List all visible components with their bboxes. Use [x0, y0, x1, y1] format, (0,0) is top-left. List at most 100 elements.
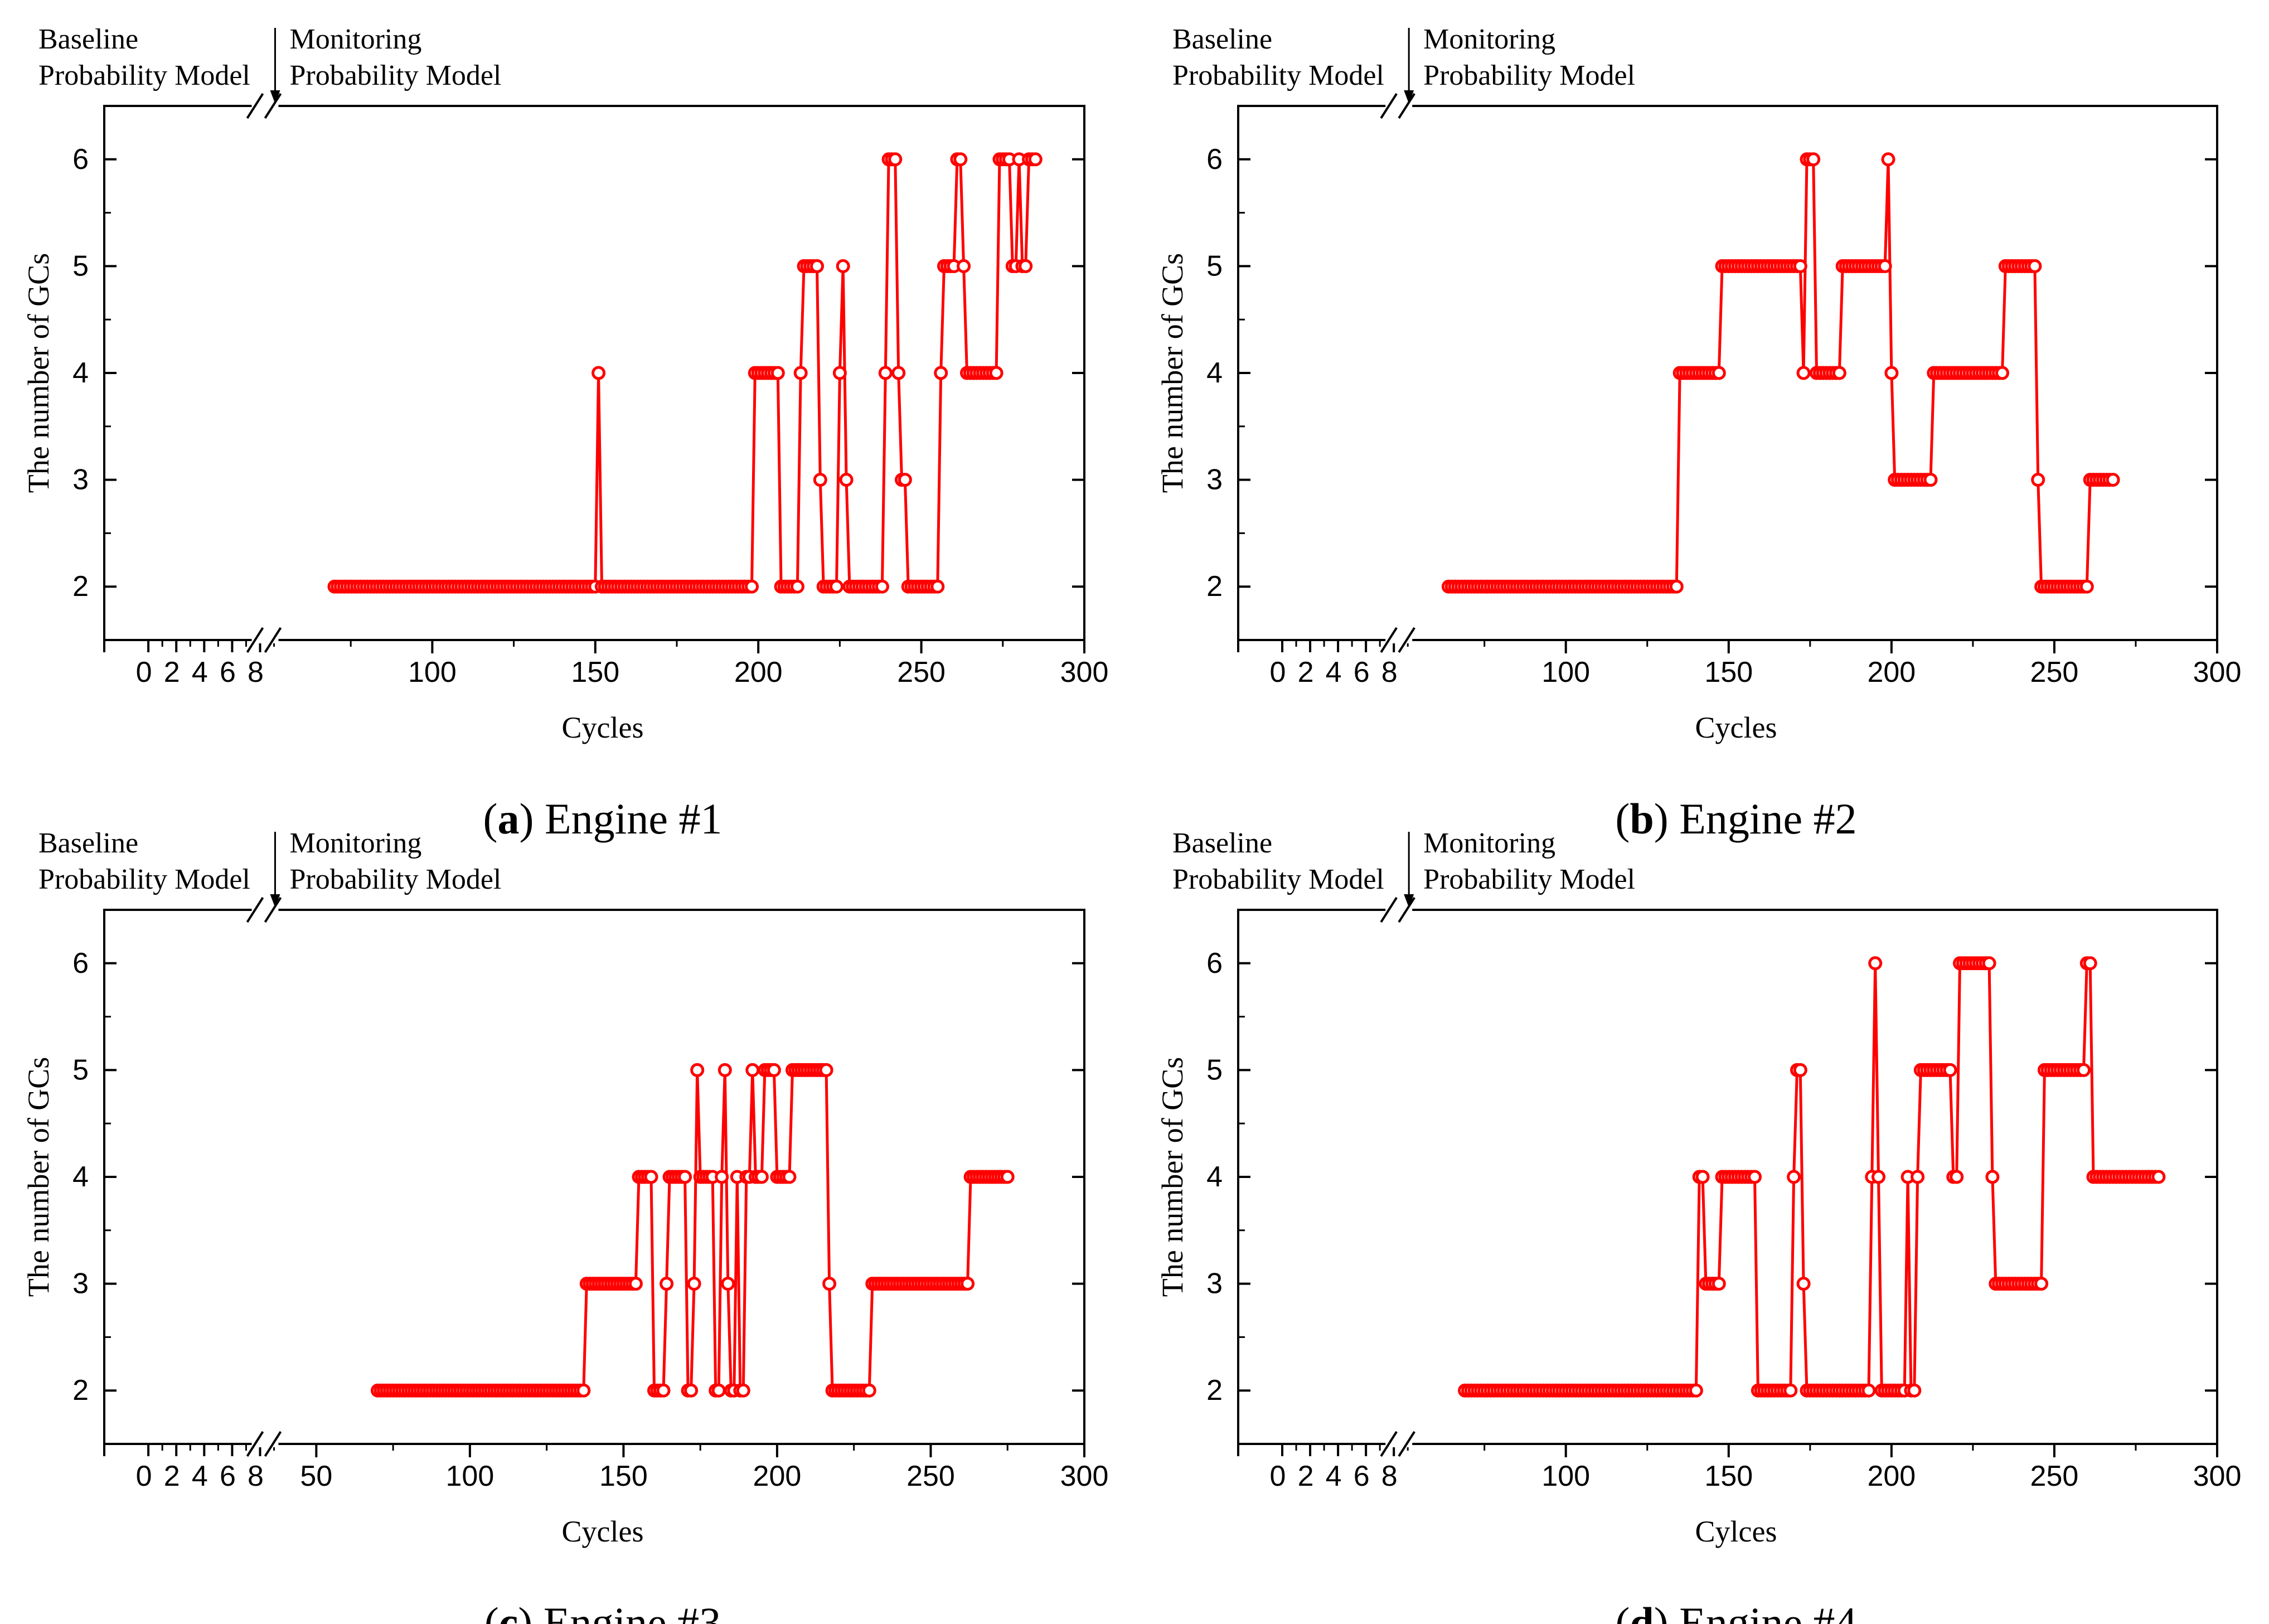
series-markers: [1441, 152, 2120, 594]
x-tick-label: 300: [1060, 1460, 1109, 1492]
y-tick-label: 5: [72, 250, 89, 282]
y-tick-label: 6: [1206, 947, 1223, 980]
data-point: [790, 579, 804, 594]
x-tick-label: 150: [599, 1460, 648, 1492]
data-point: [745, 1063, 760, 1077]
data-point: [989, 366, 1003, 380]
data-point: [1689, 1383, 1703, 1398]
x-tick-label: 150: [1704, 656, 1753, 689]
data-point: [754, 1170, 769, 1184]
data-point: [1712, 1277, 1726, 1291]
data-point: [2079, 579, 2094, 594]
plot-frame: [103, 909, 1085, 1445]
x-tick-label: 150: [1704, 1460, 1753, 1492]
panel-caption: (a) Engine #1: [483, 794, 723, 843]
x-pre-tick-label: 8: [248, 656, 264, 689]
phase-right-line-1: Monitoring: [1423, 827, 1555, 859]
data-point: [628, 1277, 643, 1291]
data-point: [1796, 366, 1811, 380]
data-point: [822, 1277, 837, 1291]
caption-panel-letter: d: [1630, 1598, 1654, 1624]
x-pre-tick-label: 4: [192, 656, 208, 689]
top-axis-break-slash: [264, 93, 282, 119]
x-tick-label: 300: [2193, 656, 2242, 689]
y-tick-label: 2: [1206, 1374, 1223, 1407]
panel-caption: (c) Engine #3: [484, 1598, 721, 1624]
phase-left-line-1: Baseline: [38, 827, 138, 859]
data-point: [1712, 366, 1726, 380]
data-point: [957, 259, 971, 273]
x-tick-label: 200: [734, 656, 783, 689]
x-pre-tick-label: 4: [1326, 1460, 1342, 1492]
data-point: [1872, 1170, 1885, 1184]
data-point: [2151, 1170, 2166, 1184]
y-tick-label: 2: [72, 570, 89, 603]
y-tick-label: 3: [72, 464, 89, 496]
x-tick-label: 100: [1541, 1460, 1590, 1492]
data-point: [2106, 473, 2120, 487]
x-tick-label: 100: [1541, 656, 1590, 689]
data-point: [1748, 1170, 1762, 1184]
data-point: [1793, 1063, 1807, 1077]
caption-title: Engine #4: [1679, 1598, 1856, 1624]
series-markers: [327, 152, 1043, 594]
y-tick-label: 4: [1206, 1161, 1223, 1193]
data-point: [721, 1277, 735, 1291]
data-point: [1861, 1383, 1876, 1398]
data-point: [2028, 259, 2042, 273]
x-tick-label: 300: [2193, 1460, 2242, 1492]
data-point: [1995, 366, 2009, 380]
data-point: [660, 1277, 674, 1291]
y-tick-label: 6: [72, 143, 89, 176]
phase-divider-arrowhead: [1404, 90, 1414, 104]
phase-right-line-2: Probability Model: [1423, 60, 1635, 91]
data-point: [934, 366, 948, 380]
caption-paren-open: (: [1615, 1598, 1630, 1624]
data-point: [2031, 473, 2045, 487]
axis-break-slash: [264, 1431, 282, 1457]
y-tick-label: 6: [72, 947, 89, 980]
data-point: [782, 1170, 797, 1184]
data-point: [715, 1170, 729, 1184]
data-point: [793, 366, 808, 380]
data-point: [830, 579, 843, 594]
series-line: [334, 158, 1036, 588]
data-point: [2077, 1063, 2091, 1077]
data-point: [767, 1063, 781, 1077]
data-point: [961, 1277, 975, 1291]
caption-title: Engine #2: [1679, 794, 1856, 843]
x-pre-tick-label: 0: [136, 656, 152, 689]
x-pre-tick-label: 2: [1298, 1460, 1314, 1492]
x-pre-tick-label: 6: [220, 656, 236, 689]
data-point: [1923, 473, 1938, 487]
y-axis-label: The number of GCs: [1156, 253, 1189, 493]
y-tick-label: 5: [1206, 250, 1223, 282]
y-tick-label: 2: [1206, 570, 1223, 603]
data-point: [953, 152, 968, 167]
x-pre-tick-label: 0: [1270, 656, 1286, 689]
x-pre-tick-label: 8: [1381, 656, 1398, 689]
data-point: [1950, 1170, 1964, 1184]
caption-paren-close: ): [520, 794, 545, 843]
caption-panel-letter: c: [499, 1598, 518, 1624]
axis-break-slash: [1398, 627, 1415, 653]
x-pre-tick-label: 4: [192, 1460, 208, 1492]
data-point: [891, 366, 906, 380]
data-point: [878, 366, 893, 380]
y-tick-label: 3: [1206, 464, 1223, 496]
data-point: [1000, 1170, 1015, 1184]
data-point: [898, 473, 912, 487]
data-point: [717, 1063, 732, 1077]
top-axis-break-slash: [246, 93, 264, 119]
series-line: [377, 1068, 1008, 1392]
data-point: [1793, 259, 1807, 273]
phase-right-line-2: Probability Model: [289, 60, 501, 91]
phase-right-line-1: Monitoring: [289, 23, 421, 55]
caption-paren-open: (: [483, 794, 498, 843]
x-pre-tick-label: 2: [164, 656, 180, 689]
phase-divider-arrowhead: [1404, 894, 1414, 908]
